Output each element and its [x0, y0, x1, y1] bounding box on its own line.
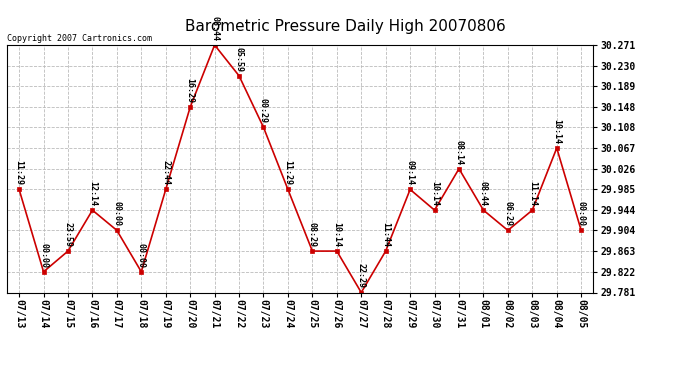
- Text: 11:29: 11:29: [14, 160, 23, 185]
- Text: 05:59: 05:59: [235, 46, 244, 72]
- Text: 22:29: 22:29: [357, 263, 366, 288]
- Text: Barometric Pressure Daily High 20070806: Barometric Pressure Daily High 20070806: [185, 19, 505, 34]
- Text: 08:44: 08:44: [479, 181, 488, 206]
- Text: Copyright 2007 Cartronics.com: Copyright 2007 Cartronics.com: [7, 33, 152, 42]
- Text: 08:44: 08:44: [210, 16, 219, 41]
- Text: 10:14: 10:14: [430, 181, 439, 206]
- Text: 11:44: 11:44: [381, 222, 390, 247]
- Text: 10:14: 10:14: [333, 222, 342, 247]
- Text: 00:00: 00:00: [137, 243, 146, 268]
- Text: 16:29: 16:29: [186, 78, 195, 103]
- Text: 00:00: 00:00: [577, 201, 586, 226]
- Text: 00:00: 00:00: [112, 201, 121, 226]
- Text: 08:29: 08:29: [308, 222, 317, 247]
- Text: 09:14: 09:14: [406, 160, 415, 185]
- Text: 08:14: 08:14: [455, 140, 464, 165]
- Text: 12:14: 12:14: [88, 181, 97, 206]
- Text: 23:59: 23:59: [63, 222, 72, 247]
- Text: 06:29: 06:29: [504, 201, 513, 226]
- Text: 00:29: 00:29: [259, 98, 268, 123]
- Text: 22:44: 22:44: [161, 160, 170, 185]
- Text: 11:14: 11:14: [528, 181, 537, 206]
- Text: 10:14: 10:14: [552, 119, 561, 144]
- Text: 00:00: 00:00: [39, 243, 48, 268]
- Text: 11:29: 11:29: [284, 160, 293, 185]
